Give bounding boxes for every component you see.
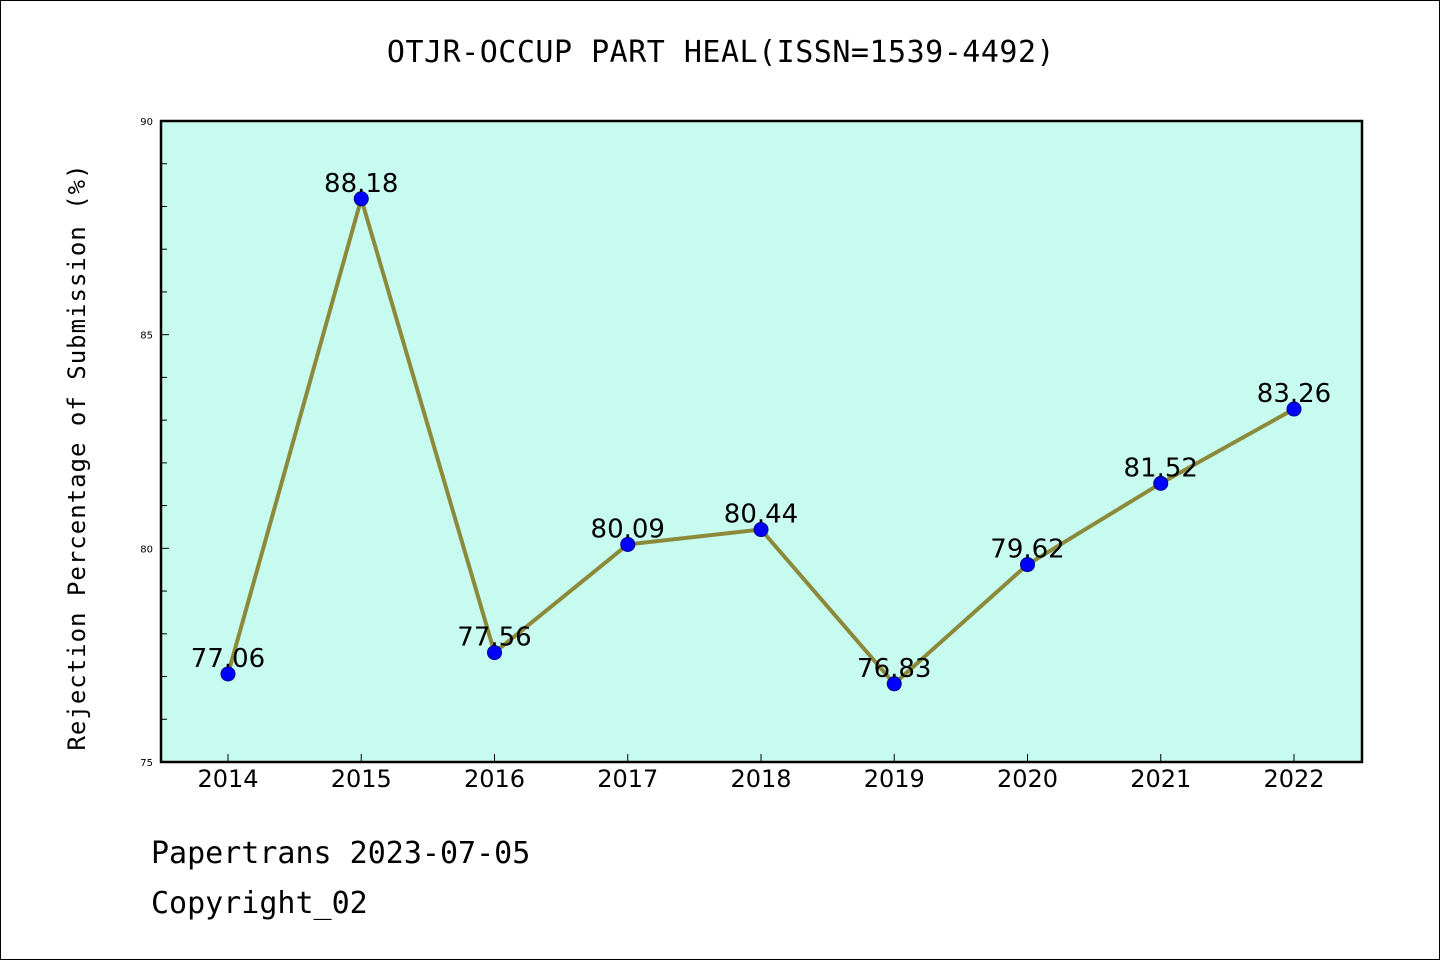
data-point [487,645,502,661]
x-tick-label: 2014 [197,765,258,793]
x-tick-label: 2021 [1130,765,1191,793]
data-point [886,676,902,692]
data-label: 77.56 [457,623,531,653]
y-tick-label: 75 [140,758,153,769]
x-tick-label: 2017 [597,765,658,793]
data-point [753,522,769,538]
data-point [1286,401,1302,417]
data-point [620,536,636,552]
data-label: 77.06 [191,644,265,674]
data-point [1153,475,1169,491]
data-label: 88.18 [324,169,398,199]
chart-title: OTJR-OCCUP PART HEAL(ISSN=1539-4492) [386,35,1056,70]
data-label-group: 77.06 88.18 77.56 80.09 80.44 76.83 79.62 81.52… [191,169,1331,684]
data-point [220,666,236,682]
data-label: 80.44 [724,500,798,530]
x-tick-label: 2020 [997,765,1058,793]
y-tick-label: 85 [140,331,153,342]
footer-copyright-text: Copyright_02 [151,886,368,921]
data-point [353,191,369,207]
x-tick-label: 2019 [864,765,925,793]
data-label: 80.09 [591,514,665,544]
x-tick-label: 2015 [331,765,392,793]
series-line-group [220,191,1302,692]
x-tick-label: 2022 [1263,765,1324,793]
data-point [1020,557,1035,573]
data-label: 79.62 [990,535,1064,565]
x-axis: 2014 2015 2016 2017 2018 2019 2020 2021 2022 [197,754,1325,793]
x-tick-label: 2018 [730,765,791,793]
y-tick-label: 80 [140,544,153,555]
footer-date-text: Papertrans 2023-07-05 [151,836,531,871]
data-label: 76.83 [857,654,931,684]
y-axis-label: Rejection Percentage of Submission (%) [63,163,91,750]
plot-area [161,121,1362,762]
x-tick-label: 2016 [464,765,525,793]
plot-frame [159,119,1364,764]
data-label: 83.26 [1257,379,1331,409]
y-tick-label: 90 [140,117,153,128]
data-label: 81.52 [1124,453,1198,483]
